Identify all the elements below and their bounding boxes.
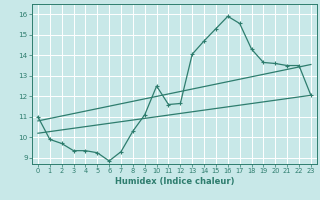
X-axis label: Humidex (Indice chaleur): Humidex (Indice chaleur) <box>115 177 234 186</box>
